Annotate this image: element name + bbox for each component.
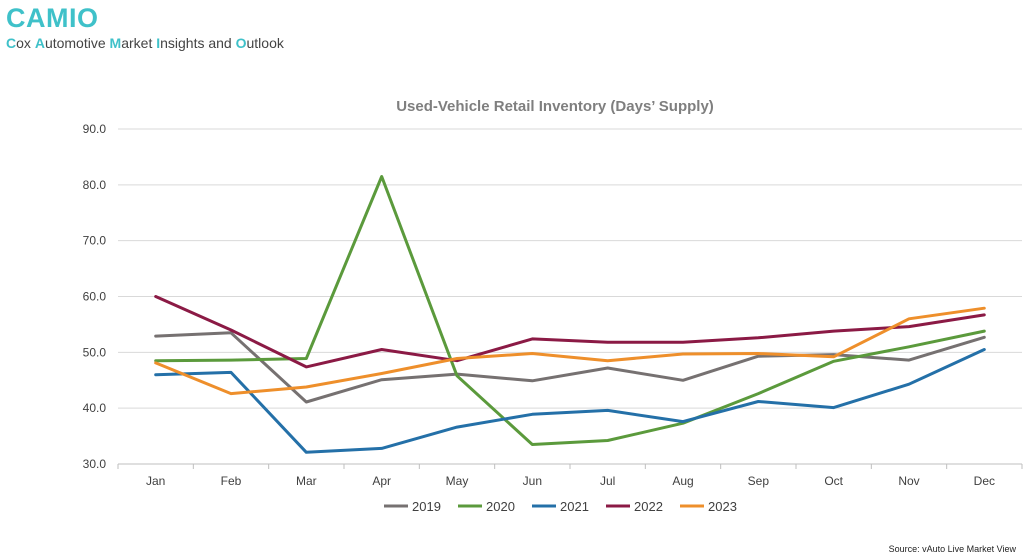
x-tick-label: Apr: [372, 474, 391, 488]
y-tick-label: 70.0: [83, 234, 107, 248]
x-tick-label: Sep: [748, 474, 770, 488]
x-tick-label: Oct: [824, 474, 843, 488]
subtitle-initial: M: [109, 35, 122, 51]
series-line-2023: [154, 306, 986, 396]
subtitle-initial: I: [156, 35, 161, 51]
series-line-2021: [154, 348, 986, 454]
subtitle-text: ox: [16, 35, 35, 51]
x-tick-label: Feb: [221, 474, 242, 488]
subtitle-text: utomotive: [44, 35, 110, 51]
source-note: Source: vAuto Live Market View: [888, 544, 1016, 554]
x-tick-label: Jun: [523, 474, 542, 488]
subtitle-text: utlook: [246, 35, 284, 51]
brand-block: CAMIO Cox Automotive Market Insights and…: [6, 2, 284, 52]
legend-label-2022: 2022: [634, 499, 663, 514]
series-line-2020: [154, 175, 986, 446]
x-tick-label: Jul: [600, 474, 615, 488]
legend-label-2019: 2019: [412, 499, 441, 514]
x-tick-label: May: [446, 474, 469, 488]
legend-label-2023: 2023: [708, 499, 737, 514]
series-line-2022: [154, 295, 986, 369]
y-tick-label: 90.0: [83, 122, 107, 136]
subtitle-text: arket: [121, 35, 157, 51]
y-tick-label: 30.0: [83, 457, 107, 471]
y-tick-label: 60.0: [83, 290, 107, 304]
subtitle-text: nsights and: [160, 35, 236, 51]
series-line-2019: [154, 331, 986, 404]
subtitle-initial: C: [6, 35, 17, 51]
y-tick-label: 80.0: [83, 178, 107, 192]
x-tick-label: Jan: [146, 474, 165, 488]
y-tick-label: 40.0: [83, 401, 107, 415]
brand-subtitle: Cox Automotive Market Insights and Outlo…: [6, 34, 284, 52]
x-tick-label: Aug: [672, 474, 693, 488]
brand-title: CAMIO: [6, 3, 99, 33]
subtitle-initial: A: [34, 35, 45, 51]
legend-label-2020: 2020: [486, 499, 515, 514]
x-tick-label: Dec: [974, 474, 995, 488]
legend-label-2021: 2021: [560, 499, 589, 514]
chart-title: Used-Vehicle Retail Inventory (Days’ Sup…: [396, 98, 714, 115]
x-tick-label: Nov: [898, 474, 919, 488]
y-tick-label: 50.0: [83, 345, 107, 359]
subtitle-initial: O: [235, 35, 247, 51]
x-tick-label: Mar: [296, 474, 317, 488]
